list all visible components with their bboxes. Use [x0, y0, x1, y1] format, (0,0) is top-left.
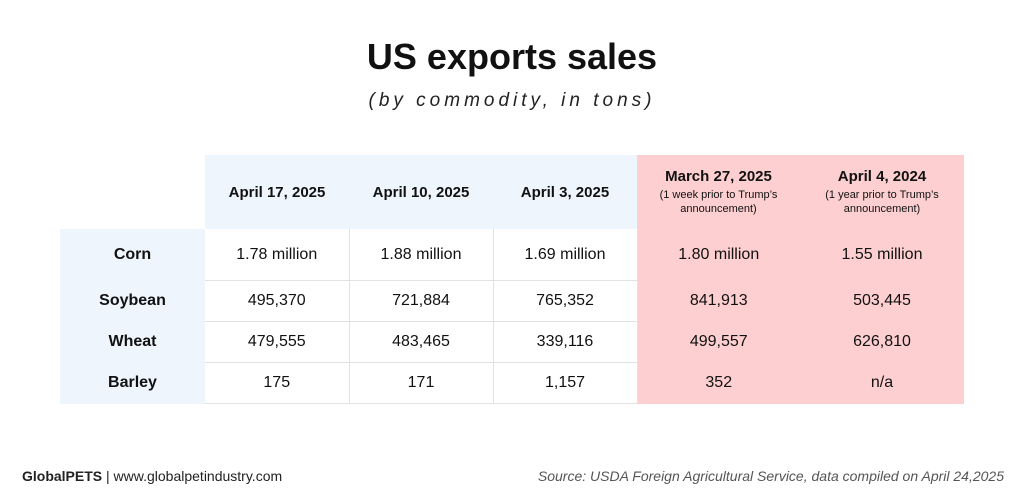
table-cell: 1.69 million	[493, 229, 638, 281]
table-cell: 175	[205, 362, 350, 404]
table-cell: 626,810	[800, 321, 964, 363]
column-header-label: March 27, 2025	[665, 168, 772, 185]
row-label: Soybean	[60, 280, 205, 322]
column-header-note: (1 week prior to Trump’s announcement)	[659, 189, 778, 215]
chart-title: US exports sales	[366, 36, 658, 77]
table-row: Wheat 479,555 483,465 339,116 499,557 62…	[60, 321, 964, 363]
table-cell: 1.55 million	[800, 229, 964, 281]
table-cell: 352	[637, 362, 800, 404]
table-cell: 765,352	[493, 280, 638, 322]
table-cell: 171	[349, 362, 494, 404]
table-cell: 1,157	[493, 362, 638, 404]
table-cell: 1.88 million	[349, 229, 494, 281]
table-cell: 479,555	[205, 321, 350, 363]
column-header-highlight: April 4, 2024 (1 year prior to Trump’s a…	[800, 155, 964, 229]
row-label: Barley	[60, 362, 205, 404]
table-corner	[60, 155, 205, 229]
row-label: Corn	[60, 229, 205, 281]
column-header: April 3, 2025	[493, 155, 637, 229]
column-header-label: April 4, 2024	[837, 168, 927, 185]
table-cell: 339,116	[493, 321, 638, 363]
chart-subtitle: (by commodity, in tons)	[368, 90, 656, 111]
column-header-highlight: March 27, 2025 (1 week prior to Trump’s …	[637, 155, 800, 229]
table-cell: 499,557	[637, 321, 800, 363]
column-header-label: April 10, 2025	[372, 183, 470, 201]
brand-name: GlobalPETS	[22, 468, 103, 484]
table-row: Corn 1.78 million 1.88 million 1.69 mill…	[60, 229, 964, 281]
exports-table: April 17, 2025 April 10, 2025 April 3, 2…	[60, 155, 964, 404]
table-row: Barley 175 171 1,157 352 n/a	[60, 362, 964, 404]
table-row: Soybean 495,370 721,884 765,352 841,913 …	[60, 280, 964, 322]
column-header: April 10, 2025	[349, 155, 493, 229]
table-cell: 721,884	[349, 280, 494, 322]
source-note: Source: USDA Foreign Agricultural Servic…	[537, 468, 1004, 484]
row-label: Wheat	[60, 321, 205, 363]
site-link[interactable]: www.globalpetindustry.com	[113, 468, 283, 484]
table-cell: 503,445	[800, 280, 964, 322]
table-cell: 483,465	[349, 321, 494, 363]
column-header-label: April 3, 2025	[520, 183, 610, 201]
column-header: April 17, 2025	[205, 155, 349, 229]
table-cell: 1.80 million	[637, 229, 800, 281]
column-header-label: April 17, 2025	[228, 183, 326, 201]
footer-separator: |	[102, 468, 114, 484]
table-cell: 495,370	[205, 280, 350, 322]
footer-brand-line: GlobalPETS | www.globalpetindustry.com	[22, 468, 282, 484]
column-header-note: (1 year prior to Trump’s announcement)	[825, 189, 939, 215]
table-cell: n/a	[800, 362, 964, 404]
table-cell: 841,913	[637, 280, 800, 322]
table-cell: 1.78 million	[205, 229, 350, 281]
